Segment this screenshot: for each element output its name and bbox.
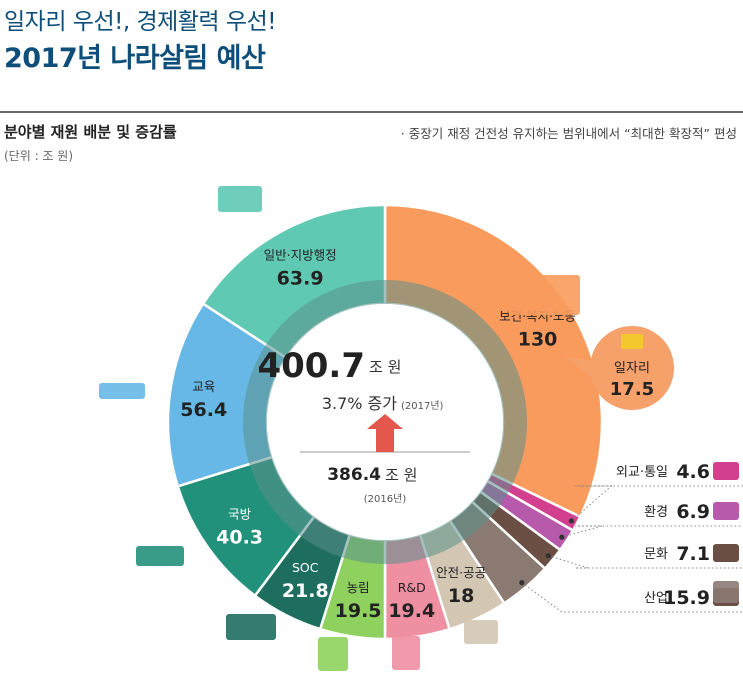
slice-label-safety: 안전·공공 [436,565,486,580]
side-label-environment: 환경 [644,505,668,520]
slice-label-soc: SOC [292,560,319,575]
slice-label-admin: 일반·지방행정 [264,248,337,263]
slice-label-rnd: R&D [398,580,426,595]
slice-value-rnd: 19.4 [388,600,435,622]
slice-value-safety: 18 [448,585,474,607]
callout-label: 일자리 [614,361,650,376]
family-icon [508,275,580,315]
slice-value-agriculture: 19.5 [335,600,382,622]
slice-label-education: 교육 [192,379,215,394]
graduation-cap-icon [99,383,145,399]
increase-arrow-icon [367,414,403,452]
side-label-industry: 산업 [644,591,668,606]
briefcase-icon [621,334,643,349]
section-title: 분야별 재원 배분 및 증감률 [4,123,177,141]
slice-value-soc: 21.8 [282,580,329,602]
side-value-industry: 15.9 [663,587,710,609]
slice-label-defense: 국방 [228,507,252,522]
microscope-icon [392,636,420,670]
center-growth-year: (2017년) [401,400,444,412]
leader-industry [521,582,743,613]
side-value-culture: 7.1 [676,543,710,565]
center-total: 400.7 [257,346,365,386]
center-growth: 3.7% 증가 [322,394,397,413]
slice-label-agriculture: 농림 [347,580,370,595]
leader-culture [548,555,743,569]
side-value-diplomacy: 4.6 [676,461,710,483]
center-total-unit: 조 원 [369,358,401,376]
side-icon-environment [713,502,739,520]
leader-environment [561,525,743,538]
callout-bubble [590,326,674,410]
side-icon-culture [713,544,739,562]
budget-note: · 중장기 재정 건전성 유지하는 범위내에서 “최대한 확장적” 편성 [400,126,737,141]
side-value-environment: 6.9 [676,501,710,523]
page-title: 2017년 나라살림 예산 [4,43,266,74]
center-prev-year: (2016년) [364,493,407,505]
divider [0,111,743,113]
wheat-icon [318,637,348,671]
side-icon-diplomacy [713,462,739,480]
leader-dot-industry [519,580,525,586]
slice-value-defense: 40.3 [216,527,263,549]
slice-value-welfare: 130 [518,328,558,350]
leader-dot-environment [559,534,565,540]
inner-ring [243,280,527,564]
tank-icon [136,546,184,566]
leader-diplomacy [571,485,743,522]
building-icon [218,186,262,212]
tractor-icon [226,614,276,640]
slice-value-education: 56.4 [180,399,227,421]
slice-value-admin: 63.9 [277,268,324,290]
leader-dot-diplomacy [568,518,574,524]
side-label-culture: 문화 [644,547,668,562]
callout-value: 17.5 [610,379,654,400]
unit-label: (단위 : 조 원) [4,149,74,163]
center-prev-unit: 조 원 [385,466,417,484]
leader-dot-culture [545,553,551,559]
cctv-icon [464,620,498,644]
center-prev: 386.4 [327,465,381,485]
header-kicker: 일자리 우선!, 경제활력 우선! [4,9,276,35]
callout-pointer [564,356,598,382]
side-label-diplomacy: 외교·통일 [616,465,668,480]
factory-icon [713,581,739,603]
